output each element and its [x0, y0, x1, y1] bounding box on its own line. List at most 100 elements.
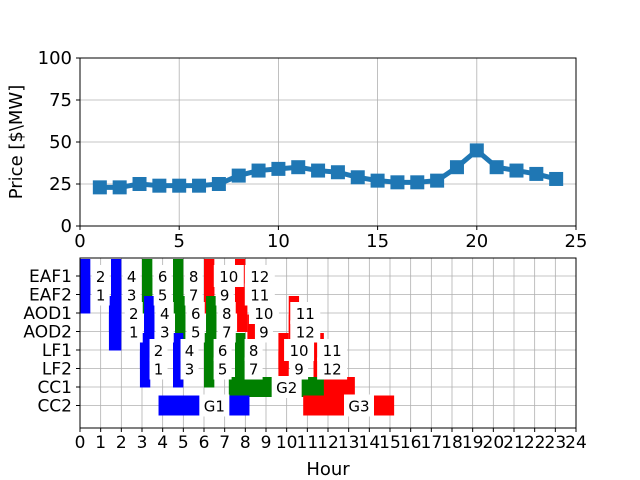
x-tick-label: 2 [116, 433, 127, 453]
schedule-label-box [254, 320, 273, 343]
schedule-bar-lf1 [173, 333, 184, 369]
schedule-bar-lf1 [278, 333, 289, 369]
schedule-label-box [213, 357, 232, 380]
schedule-bar-eaf2 [142, 277, 153, 314]
price-point [211, 177, 226, 191]
schedule-label-box [217, 302, 236, 324]
schedule-label: 10 [290, 342, 309, 360]
schedule-label-box [186, 302, 205, 324]
schedule-label: 10 [254, 305, 273, 323]
y-axis-label: Price [$\MW] [6, 85, 27, 200]
x-tick-label: 7 [219, 433, 230, 453]
schedule-label: 8 [222, 305, 232, 323]
schedule-label: 11 [296, 305, 315, 323]
schedule-label: 4 [127, 268, 137, 286]
x-tick-label: 15 [379, 433, 401, 453]
schedule-label: 12 [250, 268, 269, 286]
schedule-label: G1 [204, 398, 225, 416]
schedule-label-box [199, 394, 230, 417]
schedule-label: 9 [294, 361, 304, 379]
price-point [132, 177, 147, 191]
schedule-label-box [217, 320, 236, 343]
schedule-bar-aod1 [175, 296, 186, 332]
x-tick-label: 5 [173, 231, 184, 252]
price-point [529, 166, 544, 181]
schedule-label-box [124, 320, 143, 343]
x-tick-label: 17 [421, 433, 443, 453]
schedule-label-box [180, 357, 199, 380]
schedule-label-box [124, 302, 143, 324]
schedule-label: 6 [218, 342, 228, 360]
y-tick-label: 75 [49, 90, 72, 111]
price-chart: 0 5 10 15 20 25 0 25 50 75 100 Price [$\MW] [6, 48, 587, 252]
x-tick-label: 19 [462, 433, 484, 453]
schedule-label: 11 [250, 287, 269, 305]
schedule-label: 2 [129, 305, 139, 323]
x-tick-label: 0 [75, 433, 86, 453]
schedule-label-box [290, 302, 321, 324]
schedule-label-box [215, 283, 234, 306]
row-label: LF2 [42, 360, 72, 380]
price-point [192, 178, 207, 193]
row-label: CC2 [37, 397, 72, 417]
schedule-label: 3 [185, 361, 195, 379]
schedule-label: 12 [323, 361, 342, 379]
schedule-bar-eaf1 [204, 259, 215, 295]
schedule-label-box [180, 339, 199, 361]
schedule-label: 5 [218, 361, 228, 379]
x-axis-label: Hour [306, 459, 350, 480]
price-point [152, 178, 167, 193]
schedule-bar-eaf2 [204, 277, 215, 314]
x-tick-label: 18 [441, 433, 463, 453]
schedule-label-box [244, 283, 275, 306]
price-point [231, 168, 246, 183]
schedule-label: 6 [191, 305, 201, 323]
schedule-label-box [213, 339, 232, 361]
schedule-bar-aod1 [237, 296, 248, 332]
row-label: EAF2 [29, 286, 72, 306]
x-tick-label: 4 [157, 433, 168, 453]
schedule-label: 2 [96, 268, 106, 286]
x-tick-label: 0 [74, 231, 85, 252]
schedule-label-box [284, 339, 315, 361]
schedule-bar-aod2 [175, 314, 186, 351]
schedule-bar-eaf2 [173, 277, 184, 314]
row-label: AOD1 [23, 304, 72, 324]
schedule-label: 12 [296, 324, 315, 342]
price-point [489, 160, 504, 175]
schedule-bar-aod2 [144, 314, 155, 351]
row-label: AOD2 [23, 323, 72, 343]
price-point [311, 163, 326, 178]
price-series-line [99, 147, 557, 190]
x-tick-label: 24 [565, 433, 587, 453]
schedule-bar-eaf1 [80, 259, 91, 295]
schedule-bar-eaf1 [142, 259, 153, 295]
schedule-label: 1 [96, 287, 106, 305]
schedule-label: 3 [160, 324, 170, 342]
price-point [251, 163, 266, 178]
schedule-bar-cc1 [323, 377, 355, 397]
schedule-bar-lf2 [173, 351, 184, 388]
schedule-label: 7 [222, 324, 232, 342]
schedule-label-box [91, 265, 110, 287]
x-tick-label: 10 [276, 433, 298, 453]
schedule-label-box [184, 283, 203, 306]
schedule-chart: 2 4 6 8 10 121 3 5 7 9 112 4 6 8 10 111 3 5 7 9 122 4 6 8 10 111 3… [23, 257, 587, 480]
schedule-label: 5 [191, 324, 201, 342]
x-tick-label: 10 [267, 231, 290, 252]
price-point [509, 163, 524, 178]
schedule-bar-eaf1 [173, 259, 184, 295]
y-tick-label: 100 [38, 48, 72, 69]
price-point [549, 171, 564, 186]
schedule-bar-aod1 [206, 296, 217, 332]
schedule-label: 6 [158, 268, 168, 286]
schedule-label: 10 [219, 268, 238, 286]
schedule-bar-eaf2 [111, 277, 122, 314]
schedule-label: 11 [323, 342, 342, 360]
x-tick-label: 23 [545, 433, 567, 453]
schedule-label-box [244, 357, 263, 380]
schedule-label: 7 [249, 361, 259, 379]
x-tick-label: 1 [95, 433, 106, 453]
schedule-label-box [213, 265, 244, 287]
